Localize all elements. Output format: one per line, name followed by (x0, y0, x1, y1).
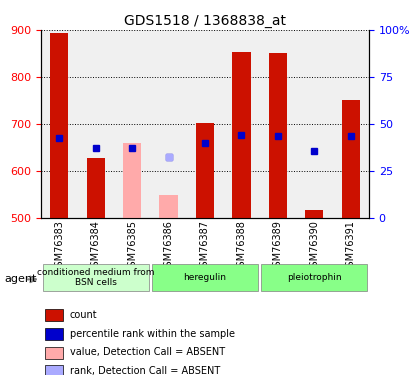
Bar (304, 210, 323, 218)
Bar (123, 142, 141, 218)
Text: count: count (70, 310, 97, 320)
Bar (86, 158, 105, 218)
Text: GSM76384: GSM76384 (90, 220, 101, 273)
Bar (45, 328, 63, 340)
Text: GSM76389: GSM76389 (272, 220, 282, 273)
FancyBboxPatch shape (43, 264, 148, 291)
Text: conditioned medium from
BSN cells: conditioned medium from BSN cells (37, 268, 154, 287)
Text: GSM76386: GSM76386 (163, 220, 173, 273)
Text: GSM76383: GSM76383 (54, 220, 64, 273)
Bar (45, 309, 63, 321)
Text: GSM76388: GSM76388 (236, 220, 246, 273)
Text: pleiotrophin: pleiotrophin (286, 273, 341, 282)
FancyBboxPatch shape (152, 264, 257, 291)
Text: heregulin: heregulin (183, 273, 226, 282)
Bar (232, 52, 250, 217)
Bar (196, 123, 213, 218)
Bar (268, 53, 286, 217)
Text: value, Detection Call = ABSENT: value, Detection Call = ABSENT (70, 348, 225, 357)
FancyBboxPatch shape (261, 264, 366, 291)
Text: agent: agent (4, 274, 36, 284)
Bar (341, 100, 359, 218)
Text: GSM76390: GSM76390 (308, 220, 319, 273)
Text: GSM76387: GSM76387 (200, 220, 209, 273)
Text: GSM76385: GSM76385 (127, 220, 137, 273)
Bar (45, 346, 63, 358)
Title: GDS1518 / 1368838_at: GDS1518 / 1368838_at (124, 13, 285, 28)
Bar (159, 195, 177, 217)
Text: percentile rank within the sample: percentile rank within the sample (70, 329, 234, 339)
Text: GSM76391: GSM76391 (345, 220, 355, 273)
Bar (50, 33, 68, 218)
Text: rank, Detection Call = ABSENT: rank, Detection Call = ABSENT (70, 366, 220, 375)
Bar (45, 365, 63, 375)
